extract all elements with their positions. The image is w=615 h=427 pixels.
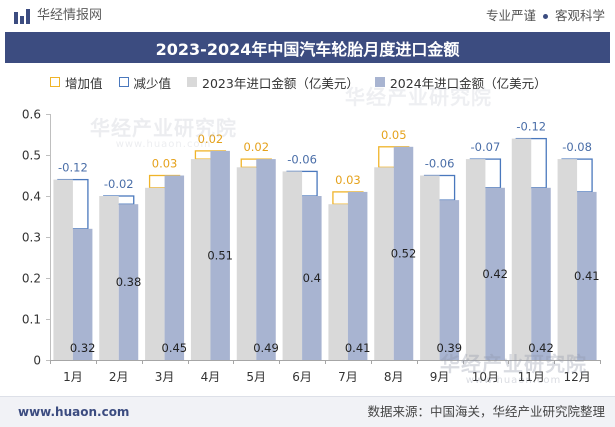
month-label-m6: 6月 [292,370,312,384]
y-tick-label: 0.2 [22,272,41,286]
bars [53,138,597,360]
change-label-m6: -0.06 [287,152,317,166]
change-label-m1: -0.12 [58,161,88,175]
separator-dot [542,13,548,19]
value-label-2024-m6: 0.4 [303,271,321,285]
legend: 增加值 减少值 2023年进口金额（亿美元） 2024年进口金额（亿美元） [50,73,547,91]
bar-2023-m6 [282,171,303,360]
y-tick-label: 0.4 [22,190,41,204]
bar-2024-m7 [347,191,368,360]
legend-label-2023: 2023年进口金额（亿美元） [202,75,359,91]
value-label-2024-m1: 0.32 [70,341,96,355]
axes: 0 0.1 0.2 0.3 0.4 0.5 0.6 1月 2月 3月 4月 5月 6月 7月 8月 9月 10月… [22,108,601,384]
month-label-m12: 12月 [563,370,590,384]
bar-2023-m12 [557,159,578,360]
change-label-m4: 0.02 [198,132,224,146]
legend-swatch-decrease [118,77,129,87]
data-labels: -0.12 0.32 -0.02 0.38 0.03 0.45 0.02 0.51 0.02 0.… [58,120,600,355]
legend-item-2023: 2023年进口金额（亿美元） [187,73,359,92]
legend-item-decrease: 减少值 [118,73,172,92]
bar-2024-m11 [531,187,551,360]
slogan-left: 专业严谨 [485,8,536,23]
bar-2024-m2 [118,204,139,360]
bar-2023-m11 [511,138,532,360]
value-label-2024-m2: 0.38 [116,275,142,289]
change-label-m5: 0.02 [243,140,269,154]
month-label-m1: 1月 [63,370,83,384]
bar-2023-m7 [328,204,348,360]
change-label-m2: -0.02 [104,177,134,191]
bar-2024-m10 [485,187,505,360]
y-tick-label: 0.6 [22,108,41,122]
month-label-m3: 3月 [155,370,175,384]
y-tick-label: 0 [33,354,41,368]
value-label-2024-m5: 0.49 [253,341,279,355]
bar-2023-m4 [190,159,211,360]
change-label-m12: -0.08 [562,140,592,154]
slogan-right: 客观科学 [554,8,605,23]
bar-2024-m8 [393,146,414,360]
title-band: 2023-2024年中国汽车轮胎月度进口金额 [5,32,610,63]
y-tick-label: 0.3 [22,231,41,245]
bar-2024-m12 [577,191,597,360]
y-tick-label: 0.1 [22,313,41,327]
month-label-m5: 5月 [246,370,266,384]
y-tick-label: 0.5 [22,149,41,163]
month-label-m4: 4月 [201,370,221,384]
value-label-2024-m12: 0.41 [574,269,600,283]
value-label-2024-m9: 0.39 [437,341,463,355]
value-label-2024-m11: 0.42 [528,341,554,355]
website-url: www.huaon.com [18,405,130,419]
change-label-m3: 0.03 [152,157,178,171]
bar-2023-m2 [99,196,119,360]
bar-2023-m1 [53,179,73,360]
bar-2023-m3 [145,187,165,360]
huajing-logo-icon [14,9,30,24]
month-label-m7: 7月 [338,370,358,384]
value-label-2024-m8: 0.52 [391,246,417,260]
month-label-m11: 11月 [518,370,545,384]
bar-2023-m9 [420,175,440,360]
legend-swatch-increase [50,77,60,87]
slogan: 专业严谨 客观科学 [486,8,605,24]
value-label-2024-m3: 0.45 [162,341,188,355]
bar-2024-m4 [210,150,230,360]
month-label-m9: 9月 [430,370,450,384]
chart-title: 2023-2024年中国汽车轮胎月度进口金额 [155,39,460,59]
bar-2023-m8 [374,167,394,360]
change-label-m11: -0.12 [516,120,546,134]
change-label-m9: -0.06 [425,157,455,171]
legend-swatch-2023 [187,77,198,87]
change-label-m10: -0.07 [471,140,501,154]
header: 华经情报网 专业严谨 客观科学 [0,0,615,31]
data-source: 数据来源：中国海关，华经产业研究院整理 [367,404,605,419]
legend-item-increase: 增加值 [50,73,103,92]
bar-2023-m5 [236,167,257,360]
legend-label-decrease: 减少值 [133,75,172,91]
bar-2024-m1 [72,228,93,360]
brand-name: 华经情报网 [37,8,103,23]
bar-2023-m10 [465,159,486,360]
month-label-m10: 10月 [472,370,499,384]
legend-item-2024: 2024年进口金额（亿美元） [374,73,547,92]
bar-2024-m3 [164,175,185,360]
month-label-m2: 2月 [109,370,129,384]
value-label-2024-m10: 0.42 [482,267,508,281]
bar-2024-m9 [439,200,460,360]
value-label-2024-m7: 0.41 [345,341,371,355]
bar-2024-m5 [256,159,276,360]
legend-label-2024: 2024年进口金额（亿美元） [389,75,547,91]
change-label-m7: 0.03 [335,173,361,187]
bar-2024-m6 [302,196,322,360]
value-label-2024-m4: 0.51 [207,248,233,262]
legend-label-increase: 增加值 [65,75,103,91]
footer: www.huaon.com 数据来源：中国海关，华经产业研究院整理 [0,396,615,427]
month-label-m8: 8月 [384,370,404,384]
change-label-m8: 0.05 [381,128,407,142]
legend-swatch-2024 [374,77,385,87]
